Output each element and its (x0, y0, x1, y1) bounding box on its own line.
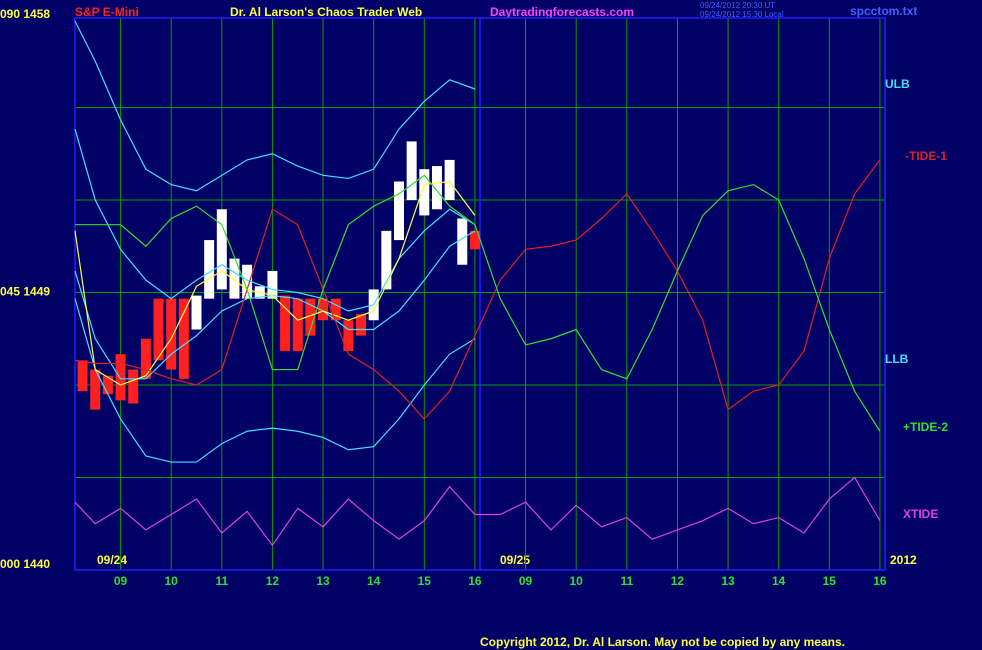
x-tick-label: 09 (114, 574, 128, 588)
legend-label: ULB (885, 77, 910, 91)
y-tick-label: 045 1449 (0, 285, 50, 299)
legend-label: XTIDE (903, 507, 938, 521)
timestamp: 09/24/2012 15:30 Local (700, 10, 784, 19)
price-bar (419, 169, 430, 216)
price-bar (406, 141, 417, 200)
price-bar (90, 369, 101, 410)
price-bar (229, 258, 240, 299)
x-tick-label: 13 (721, 574, 735, 588)
x-tick-label: 12 (266, 574, 280, 588)
price-bar (242, 264, 253, 299)
x-tick-label: 09 (519, 574, 533, 588)
price-bar (343, 320, 354, 352)
x-tick-label: 12 (671, 574, 685, 588)
series-line (74, 476, 881, 547)
price-bar (166, 298, 177, 370)
x-tick-label: 10 (165, 574, 179, 588)
series-line (75, 174, 881, 432)
price-bar (280, 295, 291, 352)
price-bar (128, 369, 139, 404)
price-bar (394, 181, 404, 241)
price-bar (115, 354, 126, 401)
series-line (74, 159, 881, 420)
date-label: 2012 (890, 553, 917, 567)
website: Daytradingforecasts.com (490, 5, 634, 19)
x-tick-label: 14 (772, 574, 786, 588)
x-tick-label: 15 (823, 574, 837, 588)
series-line (74, 298, 476, 463)
price-bar (318, 298, 329, 321)
price-bar (457, 218, 468, 265)
price-bar (431, 166, 442, 210)
x-tick-label: 16 (468, 574, 482, 588)
x-tick-label: 11 (215, 574, 228, 588)
series-line (74, 180, 476, 386)
legend-label: +TIDE-2 (903, 420, 948, 434)
chart-title: Dr. Al Larson's Chaos Trader Web (230, 5, 422, 19)
y-tick-label: 090 1458 (0, 7, 50, 21)
price-bar (77, 360, 88, 392)
price-bar (178, 298, 189, 379)
price-bar (204, 240, 215, 299)
copyright: Copyright 2012, Dr. Al Larson. May not b… (480, 635, 845, 649)
x-tick-label: 14 (367, 574, 381, 588)
file-name: spcctom.txt (850, 4, 917, 18)
price-bar (292, 298, 303, 352)
y-tick-label: 000 1440 (0, 557, 50, 571)
legend-label: -TIDE-1 (905, 149, 947, 163)
price-bar (469, 230, 480, 250)
x-tick-label: 13 (316, 574, 330, 588)
series-line (74, 20, 476, 192)
x-tick-label: 16 (873, 574, 887, 588)
price-bar (191, 295, 202, 330)
price-bar (216, 209, 227, 290)
price-bar (267, 270, 278, 299)
date-label: 09/24 (97, 553, 127, 567)
price-bar (102, 375, 113, 395)
price-bar (305, 298, 316, 336)
x-tick-label: 15 (418, 574, 432, 588)
legend-label: LLB (885, 352, 909, 366)
price-bar (140, 338, 151, 379)
price-bar (356, 314, 367, 336)
date-label: 09/25 (500, 553, 530, 567)
price-bar (444, 159, 455, 200)
timestamp: 09/24/2012 20:30 UT (700, 1, 775, 10)
symbol: S&P E-Mini (75, 5, 139, 19)
x-tick-label: 10 (570, 574, 584, 588)
price-bar (330, 298, 341, 321)
price-bar (381, 230, 392, 290)
x-tick-label: 11 (620, 574, 633, 588)
price-bar (153, 298, 164, 361)
series-line (74, 128, 476, 312)
